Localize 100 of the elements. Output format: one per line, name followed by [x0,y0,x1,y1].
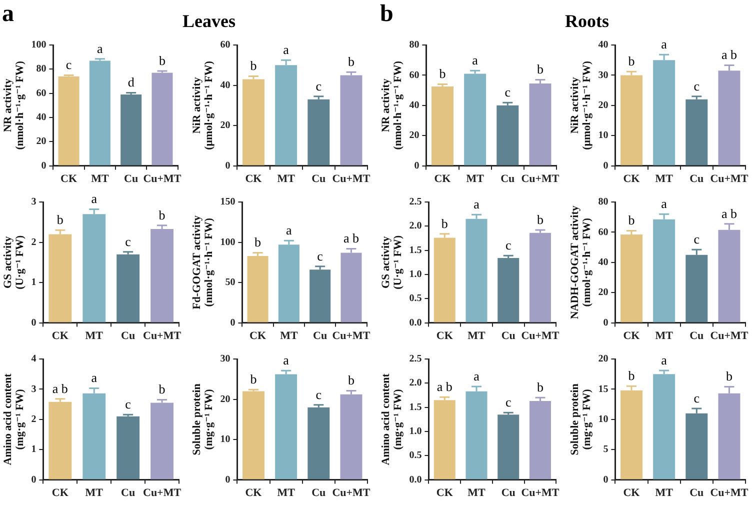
x-tick-label: MT [85,330,104,342]
x-tick-label: CK [52,330,69,342]
x-tick-label: CK [434,173,452,186]
y-axis-title: NR activity (nmol·h⁻¹·g⁻¹ FW) [380,60,404,150]
y-tick-label: 1 [31,277,36,288]
y-tick-label: 3 [31,384,36,395]
annotation: a [474,196,480,212]
annotation: b [628,54,635,68]
x-tick-label: Cu [690,330,704,342]
bar [150,228,174,322]
bar [431,86,454,166]
annotation: a b [343,230,359,246]
y-tick-label: 20 [598,287,608,298]
bar [620,75,642,166]
text: b [380,0,394,28]
y-tick-label: 5 [603,444,608,456]
annotation: c [694,231,700,246]
y-tick-label: 1 [31,444,36,456]
annotation: b [250,58,257,74]
y-tick-label: 60 [598,226,608,238]
bar [89,60,110,166]
y-axis-title: NADH-GOGAT activity (nmol·g⁻¹·h⁻¹ FW) [568,205,593,320]
x-tick-label: Cu+MT [521,173,560,186]
annotation: a [472,52,478,68]
y-tick-label: 0 [603,317,608,328]
x-tick-label: MT [277,173,296,186]
y-tick-label: 0 [31,474,36,486]
y-tick-label: 20 [36,136,46,148]
y-tick-label: 2.0 [409,378,422,389]
y-tick-label: 0.5 [409,293,422,304]
annotation: b [158,52,166,68]
annotation: b [348,372,354,388]
y-tick-label: 2.5 [409,354,422,365]
annotation: c [125,396,132,412]
bar [308,407,330,480]
bar [247,256,268,322]
annotation: a b [436,379,452,394]
annotation: c [316,78,322,94]
y-tick-label: 50 [225,277,236,288]
bar [120,94,142,166]
y-tick-label: 40 [220,80,230,91]
x-tick-label: Cu [500,173,515,186]
x-tick-label: Cu [501,330,516,342]
x-tick-label: Cu [690,487,704,500]
y-axis-title: Amino acid content (mg·g⁻¹ FW) [380,373,404,466]
y-axis-title: NiR activity (μmol·g⁻¹·h⁻¹ FW) [190,60,215,150]
x-tick-label: MT [466,173,485,186]
x-tick-label: Cu [124,173,138,186]
x-tick-label: MT [85,487,104,500]
x-tick-label: MT [655,173,674,186]
x-tick-label: MT [655,487,674,500]
y-axis-title: Amino acid content (mg·g⁻¹ FW) [2,373,26,466]
y-tick-label: 2.0 [409,220,422,232]
annotation: b [158,382,166,397]
annotation: c [66,57,72,72]
annotation: a [283,352,290,368]
annotation: a [661,196,668,211]
y-tick-label: 40 [36,112,46,124]
y-axis-title: GS activity (U·g⁻¹ FW) [380,235,404,290]
y-axis-title: NiR activity (μmol·g⁻¹·h⁻¹ FW) [568,60,593,150]
y-tick-label: 40 [409,100,420,111]
annotation: c [694,390,700,406]
y-tick-label: 20 [220,120,230,132]
y-tick-label: 20 [409,130,420,142]
annotation: c [694,78,700,94]
y-tick-label: 60 [409,70,420,81]
bar [686,99,708,166]
x-tick-label: Cu+MT [710,487,749,500]
annotation: c [505,238,512,253]
annotation: a [661,352,668,368]
annotation: c [504,84,511,100]
y-tick-label: 30 [220,354,230,365]
y-tick-label: 20 [598,354,608,365]
y-tick-label: 20 [220,394,230,405]
x-tick-label: CK [623,487,640,500]
y-tick-label: 3 [31,196,36,208]
y-tick-label: 100 [31,40,46,51]
x-tick-label: CK [436,487,454,500]
bar [308,99,330,166]
y-axis-title: NR activity (nmol·h⁻¹·g⁻¹ FW) [2,60,26,150]
y-tick-label: 40 [598,256,608,268]
annotation: a [286,222,292,238]
bar [152,72,173,166]
y-tick-label: 0 [603,160,608,172]
x-tick-label: MT [91,173,110,186]
x-tick-label: Cu [121,330,136,342]
annotation: a [283,42,290,58]
annotation: a [91,191,98,206]
x-tick-label: MT [468,487,486,500]
y-tick-label: 100 [220,236,236,248]
y-tick-label: 30 [598,70,608,81]
y-tick-label: 1.0 [409,269,422,280]
y-tick-label: 0 [414,160,420,172]
y-tick-label: 0.5 [409,450,422,462]
chart-title: Roots [564,10,610,32]
y-tick-label: 2.5 [409,196,422,208]
annotation: a b [721,206,737,221]
annotation: b [158,207,166,222]
x-tick-label: Cu [313,330,328,342]
y-tick-label: 60 [36,88,46,99]
